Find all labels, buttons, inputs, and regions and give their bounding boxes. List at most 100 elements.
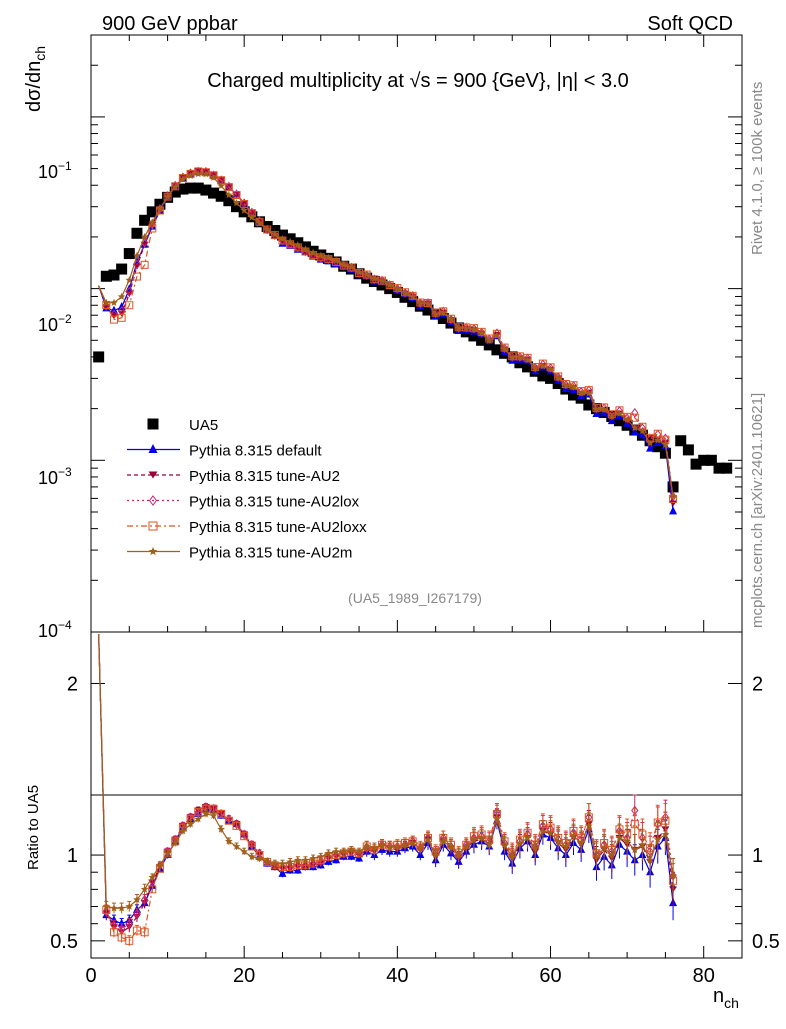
- point-ratio-au2m: [408, 839, 417, 847]
- point-top-au2lox: [546, 363, 555, 373]
- axis-ticks: [90, 35, 743, 958]
- point-ratio-au2m: [500, 840, 509, 848]
- point-top-au2m: [431, 310, 440, 318]
- point-top-au2m: [133, 251, 141, 259]
- xtick-label: 80: [693, 965, 715, 987]
- point-ratio-au2m: [454, 851, 463, 859]
- ua5-point: [667, 481, 679, 493]
- point-ratio-au2loxx: [630, 820, 639, 829]
- point-top-au2m: [140, 232, 149, 241]
- point-top-au2m: [286, 237, 294, 246]
- point-top-default: [630, 427, 639, 436]
- point-top-au2m: [416, 299, 425, 307]
- point-ratio-default: [278, 868, 287, 877]
- point-ratio-au2m: [424, 835, 432, 843]
- point-top-au2m: [110, 298, 118, 306]
- ua5-point: [721, 462, 733, 474]
- ytick-label-bottom: 1: [67, 845, 78, 867]
- legend-label-ua5: UA5: [189, 417, 218, 434]
- ytick-label-bottom-right: 1: [752, 845, 763, 867]
- series-top-au2lox: [98, 166, 677, 502]
- point-ratio-au2m: [186, 820, 195, 828]
- point-top-au2m: [347, 262, 356, 271]
- point-ratio-au2m: [194, 815, 202, 823]
- point-ratio-au2m: [623, 837, 631, 845]
- point-top-au2m: [585, 389, 593, 397]
- point-top-au2m: [324, 253, 333, 261]
- point-ratio-au2m: [217, 825, 225, 833]
- point-top-au2m: [278, 234, 287, 243]
- point-top-au2m: [125, 276, 134, 284]
- point-top-au2loxx: [232, 190, 241, 199]
- point-top-au2m: [546, 365, 555, 373]
- point-top-au2m: [148, 218, 157, 226]
- point-top-au2loxx: [515, 352, 524, 361]
- legend-entry-au2lox: Pythia 8.315 tune-AU2lox: [127, 494, 360, 511]
- point-ratio-au2m: [355, 847, 363, 855]
- analysis-label: (UA5_1989_I267179): [348, 590, 482, 606]
- series-top-default: [98, 167, 678, 515]
- legend-entry-au2: Pythia 8.315 tune-AU2: [127, 468, 340, 485]
- point-ratio-au2m: [523, 833, 532, 842]
- point-top-au2m: [631, 423, 639, 432]
- point-ratio-au2m: [516, 839, 524, 847]
- legend-entry-au2loxx: Pythia 8.315 tune-AU2loxx: [127, 519, 367, 536]
- point-top-au2loxx: [592, 403, 601, 412]
- point-ratio-au2m: [569, 832, 578, 840]
- ytick-1e-2: 10−2: [38, 312, 72, 335]
- point-top-au2m: [309, 248, 317, 256]
- point-top-au2m: [653, 436, 662, 444]
- point-top-au2lox: [470, 324, 478, 334]
- point-ratio-default: [109, 915, 118, 924]
- y-axis-label-bottom: Ratio to UA5: [25, 785, 42, 870]
- point-top-au2lox: [500, 343, 509, 354]
- ua5-point: [200, 184, 212, 196]
- point-top-au2m: [485, 336, 494, 344]
- point-top-au2loxx: [554, 372, 563, 381]
- ytick-label-bottom-right: 2: [752, 673, 763, 695]
- ua5-point: [100, 270, 112, 282]
- point-ratio-au2m: [148, 873, 157, 881]
- ua5-point: [169, 186, 181, 198]
- point-ratio-au2m: [416, 844, 425, 852]
- ua5-point: [146, 206, 158, 218]
- line-ratio-au2m: [98, 633, 674, 909]
- point-ratio-au2m: [317, 852, 325, 860]
- point-ratio-au2m: [385, 842, 394, 850]
- point-ratio-au2m: [324, 849, 333, 857]
- point-ratio-au2loxx: [117, 933, 126, 942]
- point-ratio-au2loxx: [125, 936, 134, 945]
- point-ratio-au2m: [493, 815, 501, 823]
- site-label: mcplots.cern.ch [arXiv:2401.10621]: [749, 393, 766, 628]
- point-ratio-au2m: [309, 854, 317, 862]
- point-top-au2loxx: [171, 182, 180, 191]
- rivet-label: Rivet 4.1.0, ≥ 100k events: [749, 82, 766, 255]
- line-top-au2lox: [98, 170, 674, 497]
- point-top-au2lox: [631, 408, 639, 418]
- point-ratio-au2m: [608, 851, 616, 859]
- point-top-au2m: [263, 225, 271, 233]
- point-ratio-au2m: [347, 845, 356, 854]
- ua5-point: [185, 182, 197, 194]
- series-layer: [93, 166, 733, 946]
- point-top-au2m: [508, 353, 516, 361]
- legend-label-au2lox: Pythia 8.315 tune-AU2lox: [189, 494, 360, 511]
- point-top-au2m: [569, 383, 578, 391]
- ua5-point: [491, 344, 503, 356]
- ytick-1e-3: 10−3: [38, 465, 72, 488]
- ua5-point: [192, 182, 204, 194]
- point-top-au2loxx: [416, 298, 425, 307]
- point-top-au2lox: [516, 352, 524, 362]
- ytick-1e-4: 10−4: [38, 618, 72, 641]
- xtick-label: 40: [386, 965, 408, 987]
- ua5-point: [422, 304, 434, 316]
- point-ratio-au2m: [661, 830, 670, 838]
- point-ratio-au2m: [209, 811, 218, 819]
- point-ratio-au2m: [240, 847, 248, 855]
- point-top-au2m: [592, 405, 601, 413]
- point-ratio-au2m: [255, 854, 264, 862]
- legend-marker-au2m: [148, 547, 158, 556]
- point-top-au2m: [179, 175, 187, 183]
- xtick-label: 0: [85, 965, 96, 987]
